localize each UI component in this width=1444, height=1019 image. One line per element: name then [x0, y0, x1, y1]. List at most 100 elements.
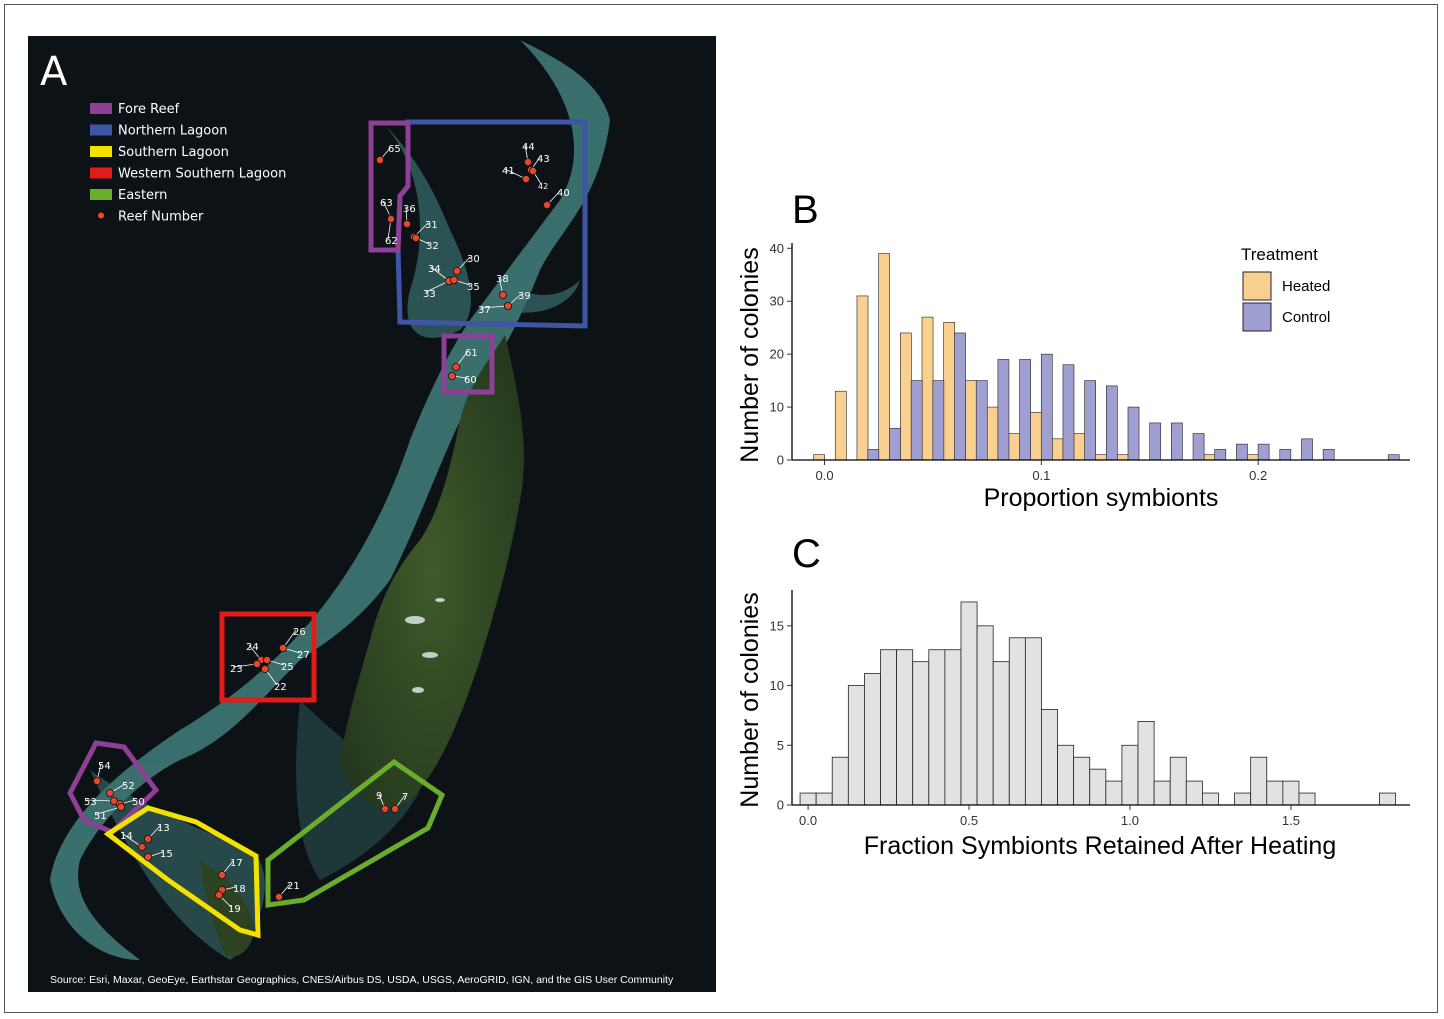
reef-point: [252, 660, 261, 669]
region-eastern: [265, 758, 446, 908]
histogram-bar: [912, 661, 930, 806]
legend-label: Fore Reef: [118, 102, 180, 117]
reef-point: [278, 644, 287, 653]
reef-point: [274, 893, 283, 902]
reef-point: [143, 835, 152, 844]
chart-c-y-tick-label: 15: [770, 618, 784, 633]
chart-b-legend: Treatment Heated Control: [1241, 245, 1330, 332]
reef-point: [375, 155, 384, 164]
chart-b-y-tick-label: 20: [770, 347, 784, 362]
reef-point: [390, 805, 399, 814]
reef-point: [447, 371, 456, 380]
reef-point: [117, 803, 126, 812]
bar-control: [1084, 380, 1096, 461]
histogram-bar: [1201, 792, 1219, 806]
histogram-bar: [1169, 756, 1187, 806]
reef-point: [386, 214, 395, 223]
chart-c-x-tick-label: 1.5: [1282, 813, 1300, 828]
bar-control: [1387, 454, 1400, 461]
cloud-specks: [405, 598, 445, 693]
reef-point: [543, 200, 552, 209]
chart-b-x-tick-label: 0.0: [815, 468, 833, 483]
histogram-bar: [1121, 744, 1139, 806]
reef-label: 38: [496, 274, 509, 285]
region-fore-reef-middle: [441, 333, 495, 395]
island-land: [340, 335, 525, 808]
reef-label: 60: [464, 375, 477, 386]
histogram-bar: [944, 649, 962, 806]
region-western-southern-lagoon: [219, 611, 317, 703]
histogram-bar: [992, 661, 1010, 806]
bar-control: [1149, 422, 1162, 461]
bar-control: [1127, 406, 1140, 461]
bar-control: [1062, 364, 1075, 461]
bar-control: [867, 449, 880, 461]
histogram-bar: [815, 792, 833, 806]
chart-c-y-tick-label: 0: [777, 798, 784, 813]
histogram-bar: [1298, 792, 1316, 806]
chart-c-x-tick-label: 1.0: [1121, 813, 1139, 828]
bar-heated: [856, 295, 869, 461]
bar-heated: [1073, 433, 1086, 461]
chart-c-y-tick-label: 5: [777, 738, 784, 753]
bar-control: [1257, 443, 1270, 461]
bar-control: [1192, 433, 1205, 461]
reef-label: 13: [157, 823, 170, 834]
reef-point: [498, 290, 507, 299]
histogram-bar: [1266, 780, 1284, 806]
reef-point: [451, 362, 460, 371]
histogram-bar: [1282, 780, 1300, 806]
reef-label: 23: [230, 664, 243, 675]
bar-heated: [943, 322, 956, 461]
chart-b-x-tick-label: 0.2: [1249, 468, 1267, 483]
bar-heated: [921, 316, 934, 461]
chart-c-x-tick-label: 0.0: [799, 813, 817, 828]
reef-label: 51: [94, 811, 107, 822]
reef-label: 37: [478, 305, 491, 316]
legend-swatch: [90, 124, 112, 136]
region-polygons: [67, 119, 588, 939]
legend-swatch: [90, 146, 112, 157]
legend-swatch: [90, 189, 112, 200]
bar-heated: [1008, 433, 1021, 461]
histogram-bar: [1250, 756, 1268, 806]
reef-point: [524, 157, 533, 166]
reef-label: 54: [98, 761, 111, 772]
panel-c-letter: C: [792, 532, 821, 576]
histogram-bar: [864, 673, 881, 806]
bar-control: [1214, 449, 1227, 461]
chart-b-y-tick-label: 40: [770, 241, 784, 256]
reef-label: 31: [425, 220, 438, 231]
reef-label: 53: [84, 797, 97, 808]
reef-label: 65: [388, 144, 401, 155]
reef-point: [93, 777, 102, 786]
reef-leader-line: [425, 280, 450, 293]
region-fore-reef-north: [368, 120, 411, 253]
reef-label: 62: [385, 236, 398, 247]
chart-b-y-tick-label: 10: [770, 400, 784, 415]
reef-label: 25: [281, 662, 294, 673]
bar-control: [1236, 443, 1248, 461]
bar-control: [1171, 422, 1183, 461]
chart-b: Number of colonies Proportion symbionts …: [736, 241, 1410, 512]
reef-label: 42: [538, 182, 548, 191]
bar-control: [1106, 385, 1118, 461]
bar-control: [910, 380, 923, 461]
histogram-bar: [1024, 637, 1042, 806]
histogram-bar: [1185, 780, 1203, 806]
legend-label-control: Control: [1282, 309, 1330, 326]
chart-b-legend-title: Treatment: [1241, 245, 1318, 264]
histogram-bar: [928, 649, 946, 806]
histogram-bar: [1041, 709, 1058, 806]
legend-label: Northern Lagoon: [118, 124, 227, 139]
reef-label: 43: [537, 154, 550, 165]
legend-label: Western Southern Lagoon: [118, 167, 286, 182]
bar-heated: [1095, 454, 1107, 461]
reef-point: [106, 789, 115, 798]
reef-label: 50: [132, 797, 145, 808]
reef-point: [380, 805, 389, 814]
chart-b-marks: 0.0 0.1 0.2 0 10 20 30 40: [770, 241, 1410, 483]
bar-control: [1322, 449, 1335, 461]
